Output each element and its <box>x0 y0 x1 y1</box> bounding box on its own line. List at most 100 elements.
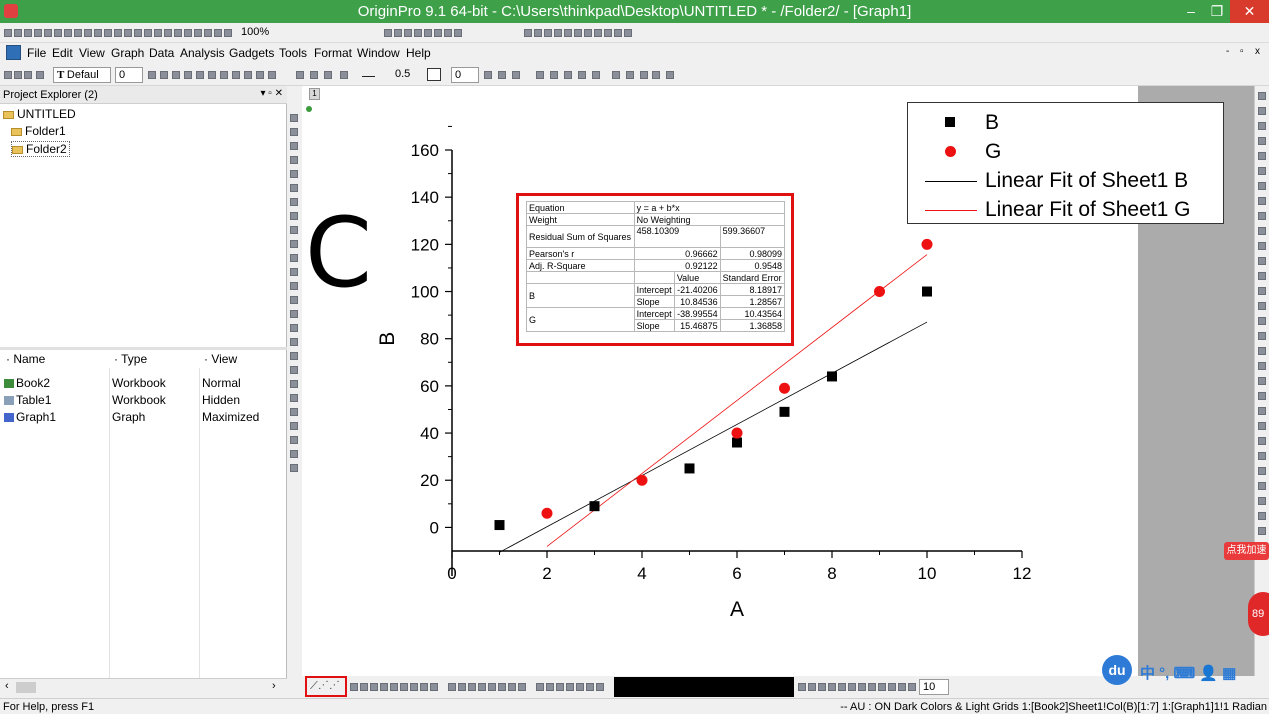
format-button-icon[interactable] <box>484 71 492 79</box>
plot-type-icon[interactable] <box>458 683 466 691</box>
tool-icon[interactable] <box>290 464 298 472</box>
format-button-icon[interactable] <box>208 71 216 79</box>
toolbar-button-icon[interactable] <box>104 29 112 37</box>
tool-icon[interactable] <box>290 310 298 318</box>
toolbar-button-icon[interactable] <box>414 29 422 37</box>
item-view[interactable]: Hidden <box>202 393 241 407</box>
toolbar-button-icon[interactable] <box>404 29 412 37</box>
right-tool-icon[interactable] <box>1258 332 1266 340</box>
format-button-icon[interactable] <box>244 71 252 79</box>
right-tool-icon[interactable] <box>1258 497 1266 505</box>
format-button-icon[interactable] <box>578 71 586 79</box>
tool-icon[interactable] <box>290 450 298 458</box>
right-tool-icon[interactable] <box>1258 377 1266 385</box>
column-header-view[interactable]: · View <box>204 352 238 366</box>
tool-icon[interactable] <box>290 156 298 164</box>
toolbar-button-icon[interactable] <box>154 29 162 37</box>
toolbar-button-icon[interactable] <box>554 29 562 37</box>
toolbar-button-icon[interactable] <box>544 29 552 37</box>
annotation-text[interactable]: C <box>305 197 373 309</box>
line-style-icon[interactable]: — <box>362 68 375 83</box>
toolbar-button-icon[interactable] <box>574 29 582 37</box>
format-button-icon[interactable] <box>564 71 572 79</box>
tool-icon[interactable] <box>290 352 298 360</box>
format-button-icon[interactable] <box>172 71 180 79</box>
plot-type-icon[interactable] <box>498 683 506 691</box>
right-tool-icon[interactable] <box>1258 452 1266 460</box>
horizontal-scrollbar[interactable]: ‹ › <box>0 678 287 696</box>
right-tool-icon[interactable] <box>1258 362 1266 370</box>
tool-icon[interactable] <box>290 212 298 220</box>
toolbar-button-icon[interactable] <box>194 29 202 37</box>
tool-icon[interactable] <box>290 408 298 416</box>
right-tool-icon[interactable] <box>1258 482 1266 490</box>
toolbar-button-icon[interactable] <box>394 29 402 37</box>
format-button-icon[interactable] <box>652 71 660 79</box>
plot-type-icon[interactable] <box>430 683 438 691</box>
plot-type-icon[interactable] <box>380 683 388 691</box>
item-name[interactable]: Graph1 <box>4 410 56 424</box>
format-button-icon[interactable] <box>512 71 520 79</box>
toolbar-button-icon[interactable] <box>624 29 632 37</box>
tool-icon[interactable] <box>290 436 298 444</box>
right-tool-icon[interactable] <box>1258 152 1266 160</box>
toolbar-button-icon[interactable] <box>534 29 542 37</box>
plot-type-icon[interactable] <box>390 683 398 691</box>
right-tool-icon[interactable] <box>1258 317 1266 325</box>
plot-type-icon[interactable] <box>478 683 486 691</box>
right-tool-icon[interactable] <box>1258 212 1266 220</box>
menu-edit[interactable]: Edit <box>52 46 73 60</box>
right-tool-icon[interactable] <box>1258 272 1266 280</box>
tool-icon[interactable] <box>290 338 298 346</box>
format-button-icon[interactable] <box>232 71 240 79</box>
item-name[interactable]: Book2 <box>4 376 50 390</box>
tool-icon[interactable] <box>290 254 298 262</box>
format-button-icon[interactable] <box>296 71 304 79</box>
menu-analysis[interactable]: Analysis <box>180 46 225 60</box>
toolbar-button-icon[interactable] <box>434 29 442 37</box>
fill-color-button[interactable] <box>427 68 441 81</box>
tool-icon[interactable] <box>290 422 298 430</box>
menu-tools[interactable]: Tools <box>279 46 308 60</box>
column-header-name[interactable]: · Name <box>6 352 46 366</box>
tool-icon[interactable] <box>290 114 298 122</box>
plot-type-icon[interactable] <box>448 683 456 691</box>
scroll-right-icon[interactable]: › <box>272 680 276 692</box>
item-type[interactable]: Workbook <box>112 376 166 390</box>
toolbar-button-icon[interactable] <box>134 29 142 37</box>
format-button-icon[interactable] <box>324 71 332 79</box>
toolbar-button-icon[interactable] <box>144 29 152 37</box>
toolbar-button-icon[interactable] <box>454 29 462 37</box>
menu-help[interactable]: Help <box>406 46 431 60</box>
toolbar-button-icon[interactable] <box>114 29 122 37</box>
plot-type-icon[interactable] <box>848 683 856 691</box>
close-button[interactable]: ✕ <box>1230 0 1269 23</box>
line-width-combo[interactable]: 0.5 <box>395 68 411 80</box>
right-tool-icon[interactable] <box>1258 92 1266 100</box>
plot-type-icon[interactable] <box>888 683 896 691</box>
legend[interactable]: B G Linear Fit of Sheet1 B Linear Fit of… <box>907 102 1224 224</box>
item-type[interactable]: Workbook <box>112 393 166 407</box>
tool-icon[interactable] <box>290 366 298 374</box>
right-tool-icon[interactable] <box>1258 227 1266 235</box>
speed-ball[interactable]: 89 <box>1248 592 1269 636</box>
toolbar-button-icon[interactable] <box>4 29 12 37</box>
tool-icon[interactable] <box>290 142 298 150</box>
toolbar-button-icon[interactable] <box>524 29 532 37</box>
toolbar-button-icon[interactable] <box>594 29 602 37</box>
column-header-type[interactable]: · Type <box>114 352 148 366</box>
format-button-icon[interactable] <box>4 71 12 79</box>
plot-type-icon[interactable] <box>878 683 886 691</box>
toolbar-button-icon[interactable] <box>14 29 22 37</box>
line-plot-buttons[interactable]: ⟋⋰⋰ <box>305 676 347 697</box>
plot-type-icon[interactable] <box>586 683 594 691</box>
right-tool-icon[interactable] <box>1258 242 1266 250</box>
plot-type-icon[interactable] <box>508 683 516 691</box>
toolbar-button-icon[interactable] <box>204 29 212 37</box>
toolbar-button-icon[interactable] <box>214 29 222 37</box>
plot-type-icon[interactable] <box>400 683 408 691</box>
right-tool-icon[interactable] <box>1258 197 1266 205</box>
format-button-icon[interactable] <box>220 71 228 79</box>
toolbar-button-icon[interactable] <box>44 29 52 37</box>
tool-icon[interactable] <box>290 380 298 388</box>
